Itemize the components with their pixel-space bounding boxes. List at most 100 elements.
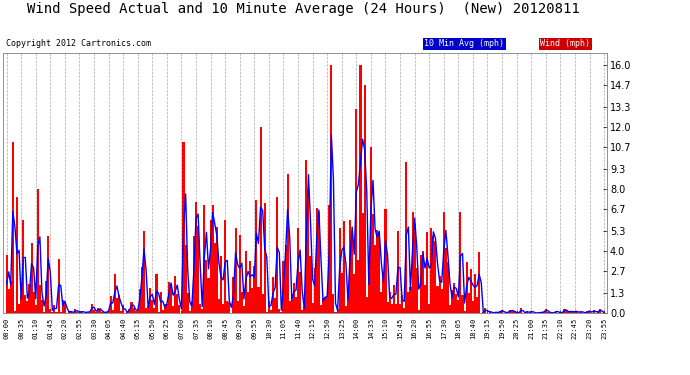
- Bar: [447, 262, 449, 313]
- Bar: [81, 311, 83, 313]
- Bar: [345, 306, 347, 313]
- Bar: [409, 287, 411, 313]
- Bar: [520, 308, 522, 313]
- Bar: [549, 312, 551, 313]
- Bar: [8, 289, 10, 313]
- Bar: [208, 278, 210, 313]
- Bar: [378, 233, 380, 313]
- Bar: [445, 249, 447, 313]
- Bar: [542, 312, 544, 313]
- Bar: [453, 283, 455, 313]
- Text: Copyright 2012 Cartronics.com: Copyright 2012 Cartronics.com: [6, 39, 150, 48]
- Bar: [428, 304, 431, 313]
- Bar: [172, 306, 174, 313]
- Bar: [130, 302, 132, 313]
- Bar: [57, 259, 59, 313]
- Bar: [20, 295, 22, 313]
- Bar: [349, 220, 351, 313]
- Bar: [524, 312, 526, 313]
- Bar: [586, 311, 589, 313]
- Bar: [308, 189, 310, 313]
- Bar: [197, 226, 199, 313]
- Bar: [411, 212, 413, 313]
- Bar: [166, 304, 168, 313]
- Bar: [462, 295, 464, 313]
- Bar: [77, 312, 79, 313]
- Bar: [413, 224, 415, 313]
- Bar: [589, 311, 591, 313]
- Bar: [63, 303, 66, 313]
- Bar: [153, 308, 155, 313]
- Bar: [324, 297, 326, 313]
- Bar: [110, 296, 112, 313]
- Bar: [264, 203, 266, 313]
- Text: Wind (mph): Wind (mph): [540, 39, 590, 48]
- Bar: [45, 281, 47, 313]
- Bar: [433, 236, 435, 313]
- Bar: [597, 312, 599, 313]
- Bar: [206, 260, 208, 313]
- Bar: [578, 312, 580, 313]
- Bar: [566, 311, 568, 313]
- Bar: [278, 309, 280, 313]
- Bar: [570, 311, 572, 313]
- Bar: [239, 235, 241, 313]
- Bar: [455, 294, 457, 313]
- Bar: [282, 261, 284, 313]
- Bar: [276, 197, 278, 313]
- Bar: [249, 261, 251, 313]
- Bar: [562, 312, 564, 313]
- Bar: [576, 312, 578, 313]
- Bar: [478, 252, 480, 313]
- Bar: [43, 312, 45, 313]
- Bar: [555, 310, 558, 313]
- Bar: [247, 292, 249, 313]
- Bar: [87, 312, 89, 313]
- Bar: [407, 292, 409, 313]
- Bar: [149, 288, 151, 313]
- Bar: [26, 301, 28, 313]
- Bar: [574, 311, 576, 313]
- Bar: [580, 311, 582, 313]
- Bar: [424, 285, 426, 313]
- Bar: [195, 202, 197, 313]
- Bar: [251, 288, 253, 313]
- Bar: [155, 274, 157, 313]
- Bar: [233, 277, 235, 313]
- Bar: [328, 204, 331, 313]
- Bar: [39, 285, 41, 313]
- Bar: [399, 304, 401, 313]
- Bar: [97, 308, 99, 313]
- Bar: [370, 147, 372, 313]
- Bar: [32, 292, 34, 313]
- Bar: [303, 306, 305, 313]
- Bar: [544, 309, 547, 313]
- Bar: [220, 256, 222, 313]
- Bar: [145, 308, 147, 313]
- Bar: [366, 297, 368, 313]
- Bar: [470, 268, 472, 313]
- Bar: [337, 309, 339, 313]
- Bar: [299, 272, 301, 313]
- Bar: [347, 294, 349, 313]
- Bar: [318, 212, 320, 313]
- Bar: [415, 268, 417, 313]
- Bar: [351, 234, 353, 313]
- Bar: [362, 213, 364, 313]
- Bar: [482, 312, 484, 313]
- Bar: [47, 236, 49, 313]
- Bar: [218, 298, 220, 313]
- Bar: [513, 312, 515, 313]
- Bar: [157, 312, 159, 313]
- Bar: [489, 311, 491, 313]
- Bar: [501, 310, 503, 313]
- Bar: [343, 221, 345, 313]
- Bar: [164, 304, 166, 313]
- Bar: [104, 312, 106, 313]
- Bar: [290, 300, 293, 313]
- Text: Wind Speed Actual and 10 Minute Average (24 Hours)  (New) 20120811: Wind Speed Actual and 10 Minute Average …: [27, 2, 580, 16]
- Bar: [91, 304, 93, 313]
- Bar: [376, 230, 378, 313]
- Bar: [216, 227, 218, 313]
- Bar: [509, 310, 511, 313]
